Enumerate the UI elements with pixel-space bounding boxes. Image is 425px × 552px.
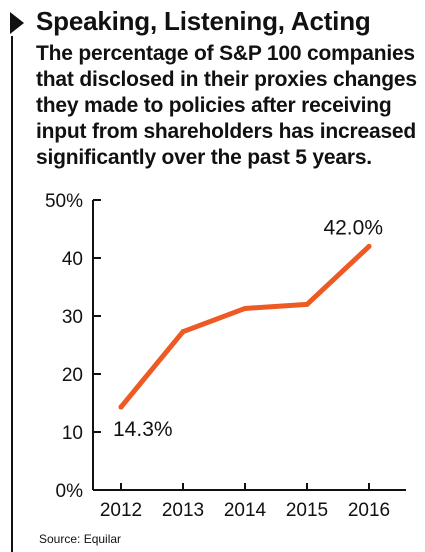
chart-series: [118, 243, 372, 410]
chart-labels: 14.3% 42.0%: [113, 216, 383, 441]
chart-title: Speaking, Listening, Acting: [36, 6, 371, 36]
x-tick-label: 2012: [100, 500, 142, 521]
x-tick-label: 2013: [162, 500, 204, 521]
y-tick-label: 30: [62, 307, 83, 328]
data-point-2013: [180, 329, 186, 335]
x-tick-label: 2014: [224, 500, 267, 521]
source-note: Source: Equilar: [39, 532, 122, 546]
y-tick-label: 0%: [56, 481, 84, 502]
data-label: 14.3%: [113, 418, 173, 441]
data-point-2014: [242, 305, 248, 311]
chart-subtitle: The percentage of S&P 100 companies that…: [36, 42, 417, 169]
data-point-2015: [304, 301, 310, 307]
x-tick-label: 2016: [348, 500, 390, 521]
y-tick-label: 40: [62, 249, 83, 270]
left-border-rule: [11, 36, 13, 552]
chart-axes: 0% 10 20 30 40 50% 2012 2013 2014 2015 2016: [45, 191, 406, 521]
data-point-2012: [118, 404, 124, 410]
y-tick-label: 20: [62, 365, 83, 386]
x-tick-label: 2015: [286, 500, 328, 521]
data-label: 42.0%: [323, 216, 383, 239]
y-tick-label: 50%: [45, 191, 83, 212]
series-line: [118, 243, 372, 410]
data-point-2016: [366, 243, 372, 249]
y-tick-label: 10: [62, 423, 83, 444]
title-arrow-icon: [10, 12, 24, 34]
